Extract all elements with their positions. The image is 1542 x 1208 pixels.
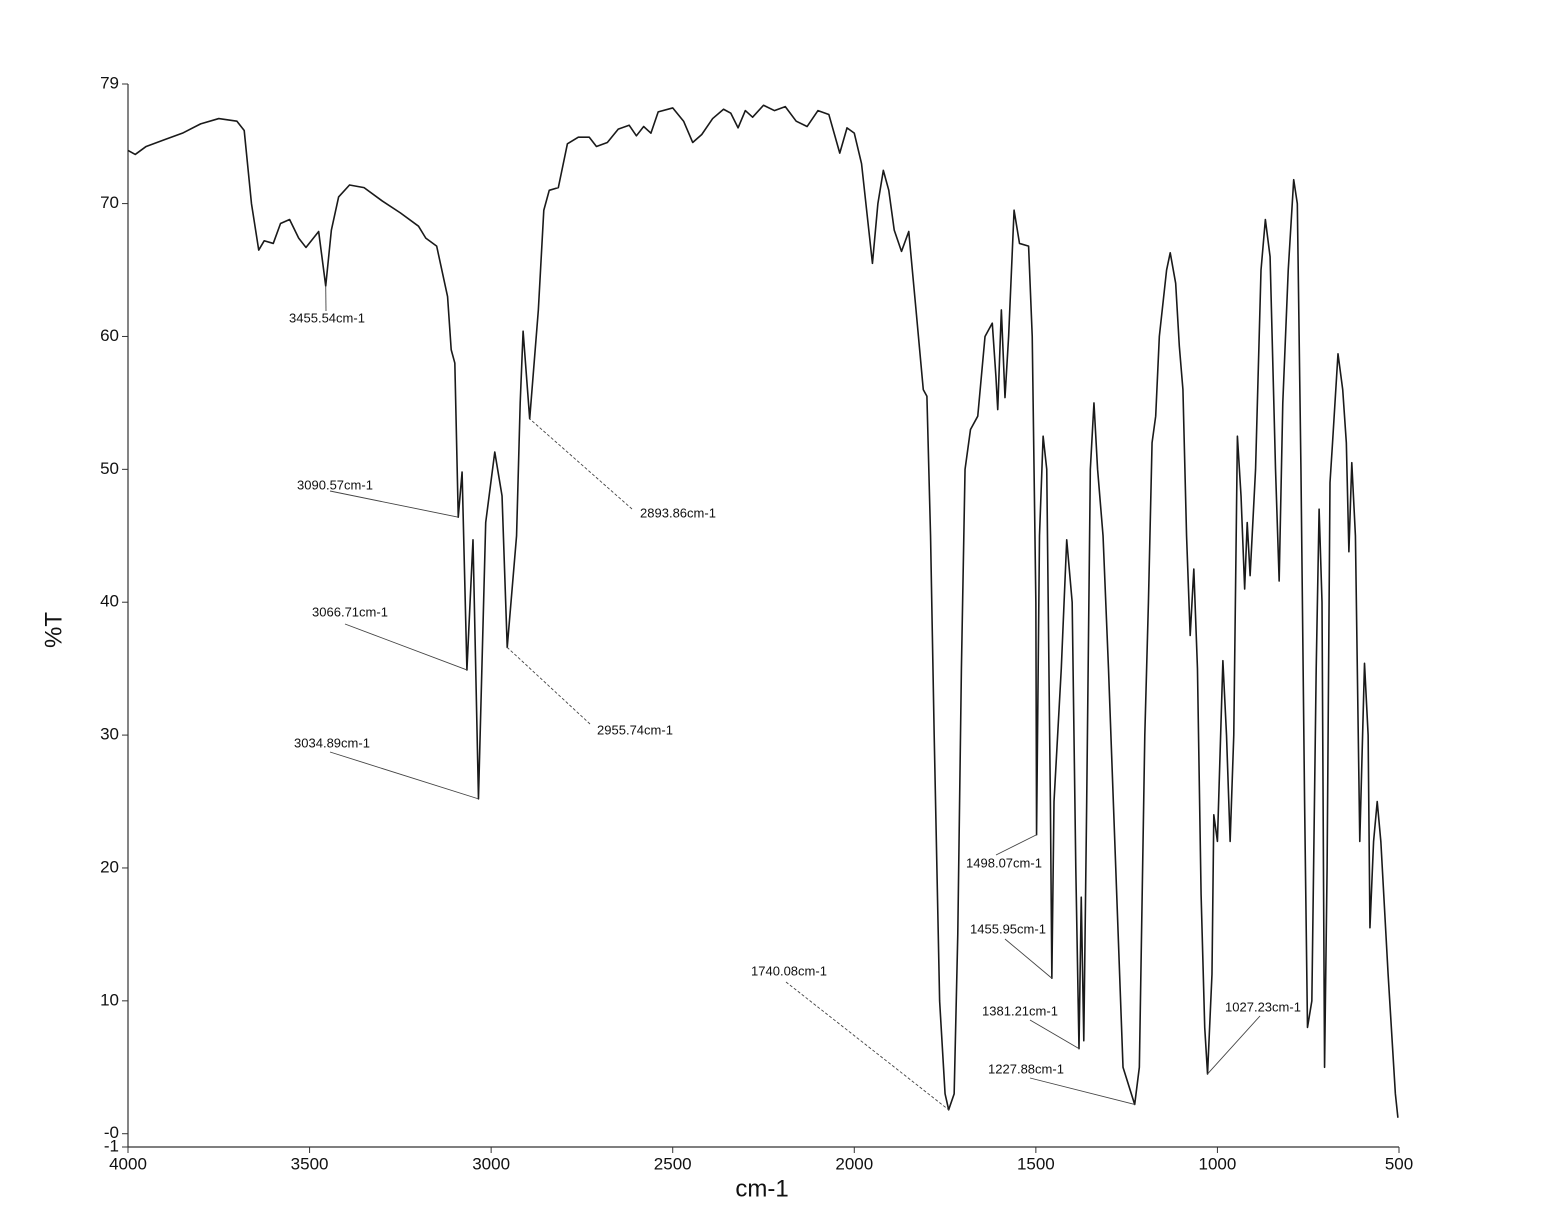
- y-tick-label: 79: [100, 73, 119, 92]
- annotation-leader: [995, 834, 1037, 856]
- y-tick-label: 30: [100, 725, 119, 744]
- annotation-label: 2893.86cm-1: [640, 505, 716, 520]
- x-tick-label: 4000: [109, 1154, 147, 1173]
- x-axis-title: cm-1: [735, 1175, 788, 1202]
- annotation-leader: [329, 751, 479, 800]
- annotation-leader: [329, 490, 459, 518]
- annotation-label: 3066.71cm-1: [312, 604, 388, 619]
- annotation-label: 1740.08cm-1: [751, 963, 827, 978]
- x-tick-label: 500: [1385, 1154, 1413, 1173]
- annotation-label: 2955.74cm-1: [597, 722, 673, 737]
- x-tick-label: 2500: [654, 1154, 692, 1173]
- annotation-label: 1381.21cm-1: [982, 1003, 1058, 1018]
- x-tick-label: 3000: [472, 1154, 510, 1173]
- y-tick-label: 20: [100, 857, 119, 876]
- annotation-leader: [1207, 1015, 1261, 1075]
- x-tick-label: 3500: [291, 1154, 329, 1173]
- y-tick-label: -0: [104, 1123, 119, 1142]
- x-tick-label: 2000: [835, 1154, 873, 1173]
- annotation-leader: [529, 418, 633, 510]
- annotation-leader: [1029, 1077, 1135, 1105]
- annotation-leader: [785, 981, 949, 1111]
- annotation-leader: [1004, 938, 1053, 979]
- y-tick-label: -1: [104, 1136, 119, 1155]
- annotation-label: 1455.95cm-1: [970, 921, 1046, 936]
- x-tick-label: 1000: [1199, 1154, 1237, 1173]
- x-tick-label: 1500: [1017, 1154, 1055, 1173]
- annotation-leader: [344, 623, 468, 671]
- y-axis-title: %T: [40, 612, 67, 648]
- y-tick-label: 40: [100, 592, 119, 611]
- y-tick-label: 70: [100, 193, 119, 212]
- annotation-leader: [1029, 1019, 1080, 1050]
- y-tick-label: 10: [100, 990, 119, 1009]
- annotation-leader: [506, 647, 591, 725]
- annotation-label: 1498.07cm-1: [966, 855, 1042, 870]
- annotation-label: 3090.57cm-1: [297, 477, 373, 492]
- annotation-label: 1227.88cm-1: [988, 1061, 1064, 1076]
- annotation-label: 1027.23cm-1: [1225, 999, 1301, 1014]
- y-tick-label: 50: [100, 459, 119, 478]
- annotation-label: 3034.89cm-1: [294, 735, 370, 750]
- annotation-label: 3455.54cm-1: [289, 310, 365, 325]
- y-tick-label: 60: [100, 326, 119, 345]
- spectrum-line: [127, 104, 1399, 1118]
